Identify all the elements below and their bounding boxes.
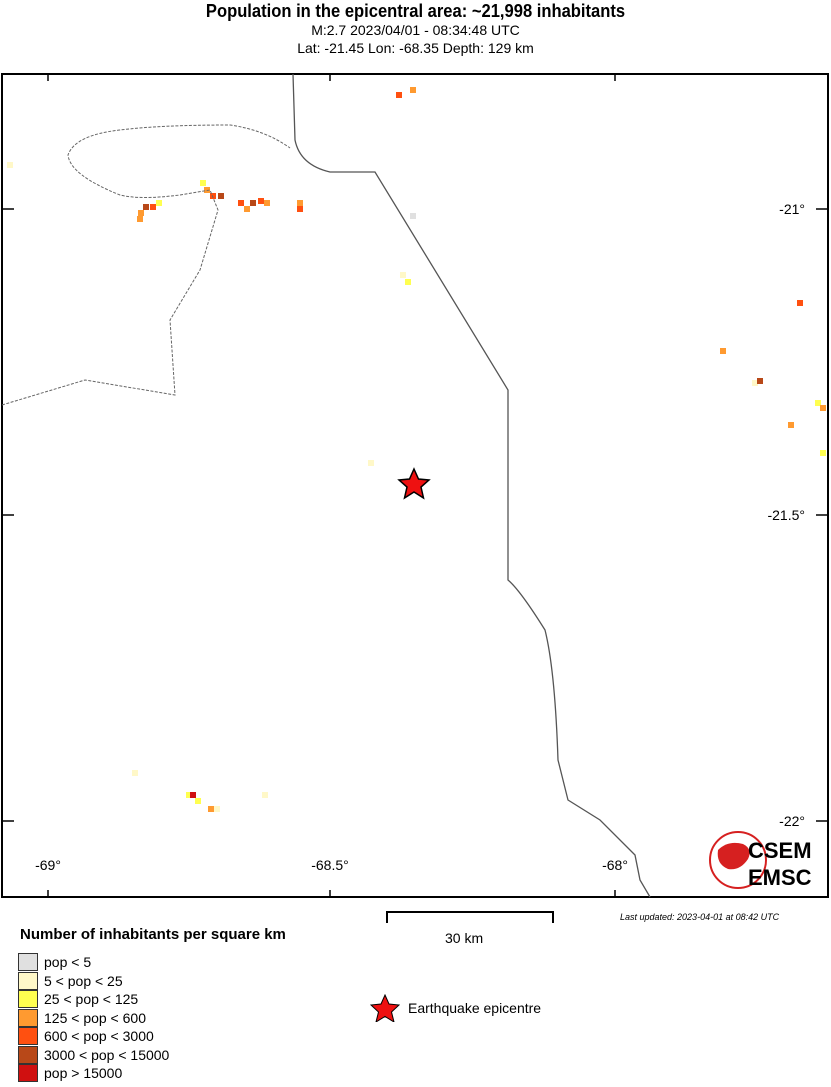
legend-swatch: [18, 971, 38, 990]
epicentre-legend: Earthquake epicentre: [370, 994, 541, 1022]
population-cell: [258, 198, 264, 204]
legend-label: 5 < pop < 25: [44, 972, 123, 989]
population-cell: [264, 200, 270, 206]
population-cell: [214, 806, 220, 812]
legend-label: 25 < pop < 125: [44, 991, 139, 1007]
lon-tick-label: -69°: [35, 857, 61, 873]
population-cell: [368, 460, 374, 466]
epicentre-star-icon: [397, 467, 431, 500]
legend-item: pop > 15000: [18, 1064, 122, 1082]
population-cell: [410, 87, 416, 93]
legend-swatch: [18, 990, 38, 1008]
population-cell: [820, 405, 826, 411]
legend-item: 125 < pop < 600: [18, 1008, 146, 1027]
legend-title: Number of inhabitants per square km: [20, 926, 286, 943]
legend-item: pop < 5: [18, 953, 91, 971]
population-cell: [238, 200, 244, 206]
legend-swatch: [18, 1008, 38, 1027]
legend-label: 3000 < pop < 15000: [44, 1046, 170, 1063]
scale-bar: [386, 911, 554, 923]
legend-label: pop < 5: [44, 954, 92, 970]
legend-swatch: [18, 1064, 38, 1082]
legend-swatch: [18, 953, 38, 971]
population-cell: [820, 450, 826, 456]
legend-item: 25 < pop < 125: [18, 990, 138, 1008]
population-cell: [200, 180, 206, 186]
population-cell: [396, 92, 402, 98]
scale-label: 30 km: [445, 930, 484, 946]
lat-tick-label: -22°: [779, 813, 805, 829]
logo-csem: CSEM: [748, 838, 812, 863]
last-updated: Last updated: 2023-04-01 at 08:42 UTC: [620, 912, 780, 922]
epicentre-label: Earthquake epicentre: [408, 1000, 542, 1016]
page-title: Population in the epicentral area: ~21,9…: [205, 1, 626, 21]
population-cell: [797, 300, 803, 306]
legend-label: 600 < pop < 3000: [44, 1028, 154, 1044]
population-cell: [138, 210, 144, 216]
population-cell: [210, 193, 216, 199]
population-cell: [815, 400, 821, 406]
population-cell: [752, 380, 758, 386]
population-cell: [410, 213, 416, 219]
epicentre-star-icon: [370, 994, 400, 1022]
csem-emsc-logo: CSEM EMSC: [709, 831, 812, 890]
population-cell: [218, 193, 224, 199]
population-cell: [7, 162, 13, 168]
map: -69° -68.5° -68° -21° -21.5° -22° CSEM E…: [1, 73, 829, 898]
population-cell: [720, 348, 726, 354]
legend-swatch: [18, 1027, 38, 1045]
population-cell: [405, 279, 411, 285]
border-line: [292, 73, 651, 898]
legend-swatch: [18, 1045, 38, 1064]
population-cell: [250, 200, 256, 206]
legend-item: 3000 < pop < 15000: [18, 1045, 170, 1064]
population-cell: [208, 806, 214, 812]
legend-label: pop > 15000: [44, 1065, 123, 1081]
population-cell: [132, 770, 138, 776]
region-boundary: [1, 124, 291, 406]
population-cell: [195, 798, 201, 804]
event-info: M:2.7 2023/04/01 - 08:34:48 UTC: [311, 22, 520, 38]
event-location: Lat: -21.45 Lon: -68.35 Depth: 129 km: [297, 40, 534, 56]
legend-item: 600 < pop < 3000: [18, 1027, 154, 1045]
population-cell: [400, 272, 406, 278]
population-cell: [788, 422, 794, 428]
population-cell: [137, 216, 143, 222]
legend-label: 125 < pop < 600: [44, 1009, 146, 1026]
lon-tick-label: -68.5°: [311, 857, 349, 873]
population-cell: [143, 204, 149, 210]
logo-emsc: EMSC: [748, 865, 812, 890]
population-cell: [156, 200, 162, 206]
population-cell: [244, 206, 250, 212]
population-cell: [297, 200, 303, 206]
population-cell: [262, 792, 268, 798]
population-cell: [190, 792, 196, 798]
legend-item: 5 < pop < 25: [18, 971, 123, 990]
population-cell: [186, 792, 192, 798]
lon-tick-label: -68°: [602, 857, 628, 873]
lat-tick-label: -21.5°: [767, 507, 805, 523]
lat-tick-label: -21°: [779, 201, 805, 217]
population-cell: [757, 378, 763, 384]
population-cell: [150, 204, 156, 210]
population-cell: [297, 206, 303, 212]
